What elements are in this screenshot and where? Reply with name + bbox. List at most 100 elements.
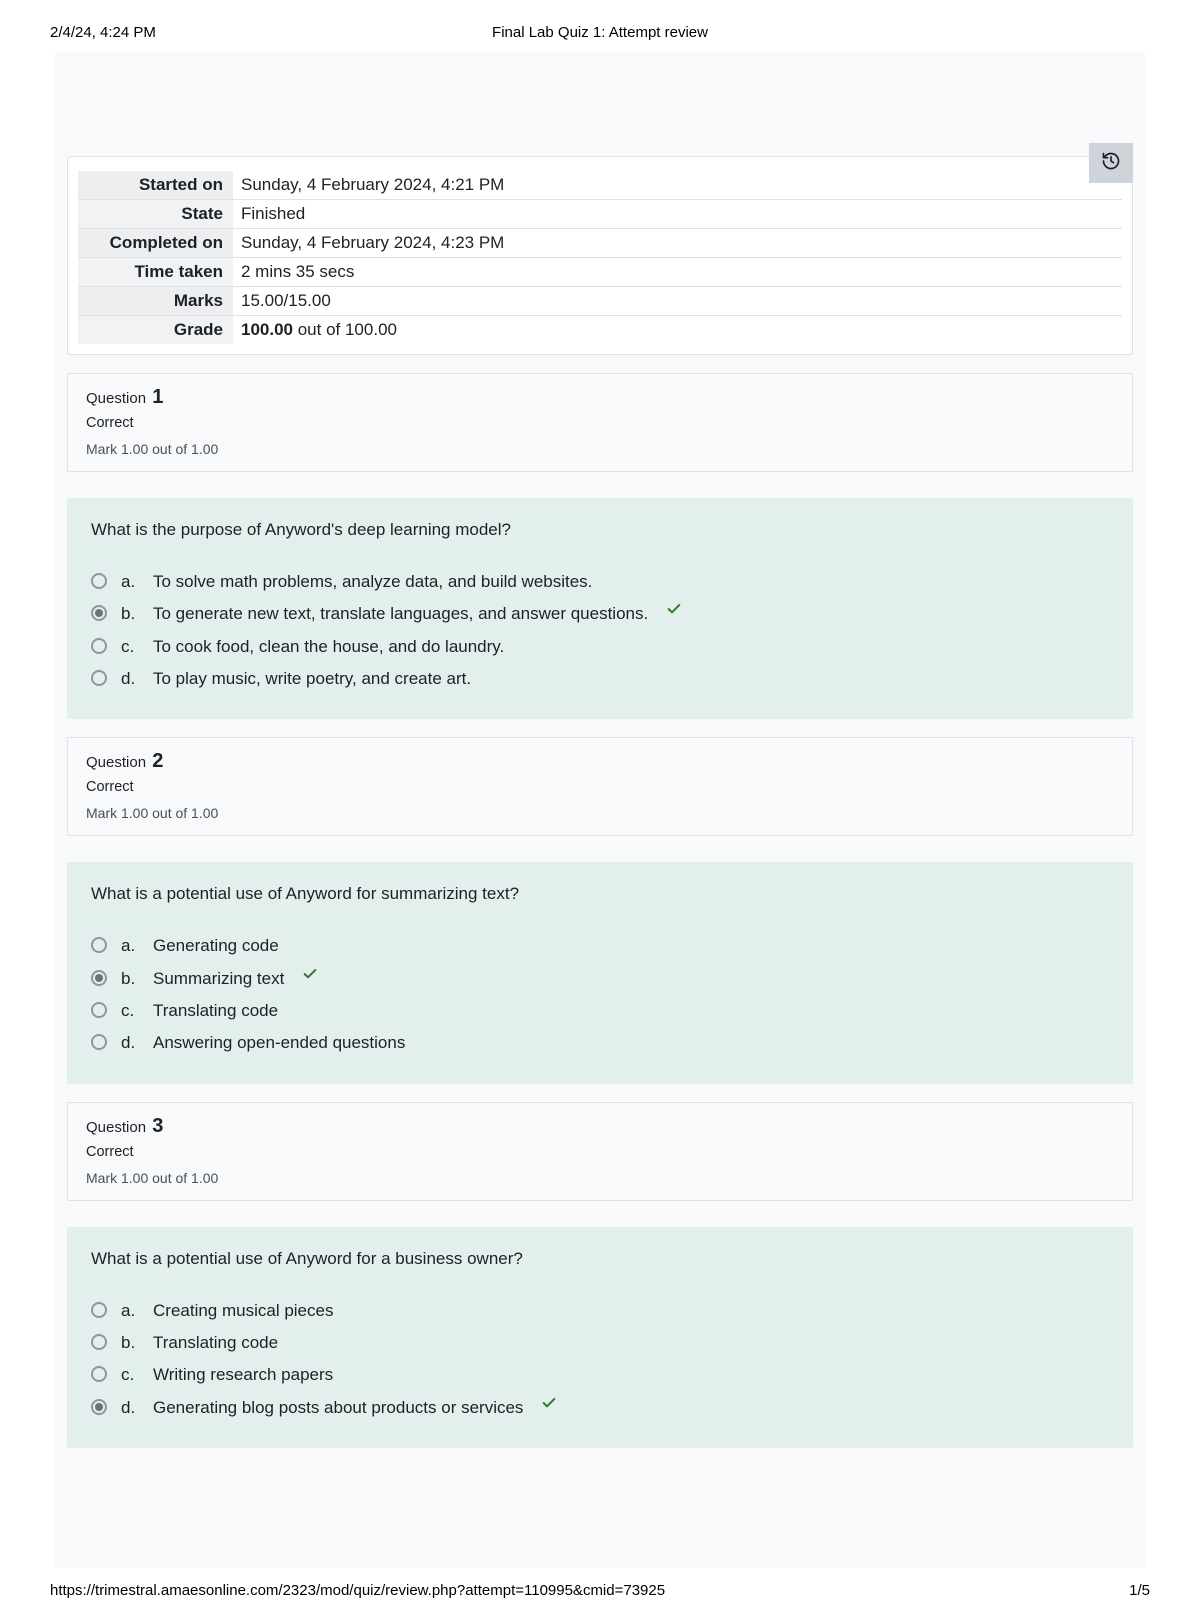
- option-text: Translating code: [153, 1330, 278, 1356]
- footer-page: 1/5: [1129, 1582, 1150, 1599]
- summary-label: State: [78, 200, 233, 229]
- option-letter: c.: [121, 634, 139, 660]
- option-letter: c.: [121, 998, 139, 1024]
- question-header: Question 1 Correct Mark 1.00 out of 1.00: [67, 373, 1133, 472]
- summary-value: 100.00 out of 100.00: [233, 316, 1122, 345]
- answer-option[interactable]: d. Answering open-ended questions: [91, 1027, 1109, 1059]
- summary-value: Sunday, 4 February 2024, 4:21 PM: [233, 171, 1122, 200]
- history-icon: [1101, 151, 1121, 176]
- question-header: Question 2 Correct Mark 1.00 out of 1.00: [67, 737, 1133, 836]
- summary-row: Marks15.00/15.00: [78, 287, 1122, 316]
- print-header: 2/4/24, 4:24 PM Final Lab Quiz 1: Attemp…: [0, 0, 1200, 51]
- print-title: Final Lab Quiz 1: Attempt review: [250, 24, 950, 41]
- answer-option[interactable]: c. To cook food, clean the house, and do …: [91, 631, 1109, 663]
- summary-value: 15.00/15.00: [233, 287, 1122, 316]
- answer-option[interactable]: b. Translating code: [91, 1327, 1109, 1359]
- summary-row: StateFinished: [78, 200, 1122, 229]
- option-text: To cook food, clean the house, and do la…: [153, 634, 504, 660]
- summary-label: Grade: [78, 316, 233, 345]
- question-block: Question 1 Correct Mark 1.00 out of 1.00 Wh…: [67, 373, 1133, 719]
- question-status: Correct: [86, 415, 1114, 431]
- summary-value: 2 mins 35 secs: [233, 258, 1122, 287]
- radio-icon: [91, 970, 107, 986]
- correct-check-icon: [666, 601, 682, 617]
- option-text: Generating blog posts about products or …: [153, 1395, 523, 1421]
- option-text: To play music, write poetry, and create …: [153, 666, 471, 692]
- option-letter: c.: [121, 1362, 139, 1388]
- correct-check-icon: [302, 966, 318, 982]
- option-text: Generating code: [153, 933, 279, 959]
- history-button[interactable]: [1089, 143, 1133, 183]
- question-title: Question 1: [86, 386, 1114, 409]
- answer-option[interactable]: d. To play music, write poetry, and creat…: [91, 663, 1109, 695]
- question-mark: Mark 1.00 out of 1.00: [86, 805, 1114, 821]
- question-text: What is the purpose of Anyword's deep le…: [91, 520, 1109, 540]
- option-letter: d.: [121, 666, 139, 692]
- radio-icon: [91, 670, 107, 686]
- answer-option[interactable]: c. Writing research papers: [91, 1359, 1109, 1391]
- question-block: Question 2 Correct Mark 1.00 out of 1.00 Wh…: [67, 737, 1133, 1083]
- option-text: Translating code: [153, 998, 278, 1024]
- summary-label: Completed on: [78, 229, 233, 258]
- summary-row: Completed onSunday, 4 February 2024, 4:2…: [78, 229, 1122, 258]
- radio-icon: [91, 937, 107, 953]
- option-letter: b.: [121, 1330, 139, 1356]
- option-text: Writing research papers: [153, 1362, 333, 1388]
- question-mark: Mark 1.00 out of 1.00: [86, 1170, 1114, 1186]
- radio-icon: [91, 1302, 107, 1318]
- radio-icon: [91, 1366, 107, 1382]
- summary-row: Time taken2 mins 35 secs: [78, 258, 1122, 287]
- question-body: What is the purpose of Anyword's deep le…: [67, 498, 1133, 719]
- option-text: Summarizing text: [153, 966, 284, 992]
- answer-option[interactable]: a. To solve math problems, analyze data, …: [91, 566, 1109, 598]
- question-text: What is a potential use of Anyword for s…: [91, 884, 1109, 904]
- summary-label: Started on: [78, 171, 233, 200]
- page-body: Started onSunday, 4 February 2024, 4:21 …: [55, 51, 1145, 1568]
- question-title: Question 3: [86, 1115, 1114, 1138]
- question-status: Correct: [86, 1144, 1114, 1160]
- footer-url: https://trimestral.amaesonline.com/2323/…: [50, 1582, 665, 1599]
- answer-option[interactable]: d. Generating blog posts about products o…: [91, 1392, 1109, 1424]
- answer-option[interactable]: a. Generating code: [91, 930, 1109, 962]
- option-letter: d.: [121, 1395, 139, 1421]
- radio-icon: [91, 605, 107, 621]
- question-title: Question 2: [86, 750, 1114, 773]
- radio-icon: [91, 573, 107, 589]
- question-mark: Mark 1.00 out of 1.00: [86, 441, 1114, 457]
- summary-value: Finished: [233, 200, 1122, 229]
- option-letter: d.: [121, 1030, 139, 1056]
- option-text: To generate new text, translate language…: [153, 601, 648, 627]
- question-block: Question 3 Correct Mark 1.00 out of 1.00 Wh…: [67, 1102, 1133, 1448]
- option-text: To solve math problems, analyze data, an…: [153, 569, 592, 595]
- question-header: Question 3 Correct Mark 1.00 out of 1.00: [67, 1102, 1133, 1201]
- summary-table: Started onSunday, 4 February 2024, 4:21 …: [78, 171, 1122, 344]
- answer-option[interactable]: b.Summarizing text: [91, 963, 1109, 995]
- option-text: Answering open-ended questions: [153, 1030, 405, 1056]
- print-footer: https://trimestral.amaesonline.com/2323/…: [0, 1568, 1200, 1619]
- correct-check-icon: [541, 1395, 557, 1411]
- print-datetime: 2/4/24, 4:24 PM: [50, 24, 250, 41]
- summary-row: Started onSunday, 4 February 2024, 4:21 …: [78, 171, 1122, 200]
- summary-value: Sunday, 4 February 2024, 4:23 PM: [233, 229, 1122, 258]
- question-status: Correct: [86, 779, 1114, 795]
- question-body: What is a potential use of Anyword for a…: [67, 1227, 1133, 1448]
- summary-label: Marks: [78, 287, 233, 316]
- radio-icon: [91, 1034, 107, 1050]
- question-text: What is a potential use of Anyword for a…: [91, 1249, 1109, 1269]
- option-letter: a.: [121, 569, 139, 595]
- option-letter: a.: [121, 1298, 139, 1324]
- option-letter: b.: [121, 601, 139, 627]
- option-text: Creating musical pieces: [153, 1298, 333, 1324]
- option-letter: a.: [121, 933, 139, 959]
- radio-icon: [91, 1334, 107, 1350]
- answer-option[interactable]: a. Creating musical pieces: [91, 1295, 1109, 1327]
- answer-option[interactable]: b. To generate new text, translate langua…: [91, 598, 1109, 630]
- radio-icon: [91, 638, 107, 654]
- summary-label: Time taken: [78, 258, 233, 287]
- answer-option[interactable]: c. Translating code: [91, 995, 1109, 1027]
- radio-icon: [91, 1002, 107, 1018]
- question-body: What is a potential use of Anyword for s…: [67, 862, 1133, 1083]
- summary-row: Grade100.00 out of 100.00: [78, 316, 1122, 345]
- radio-icon: [91, 1399, 107, 1415]
- attempt-summary: Started onSunday, 4 February 2024, 4:21 …: [67, 156, 1133, 355]
